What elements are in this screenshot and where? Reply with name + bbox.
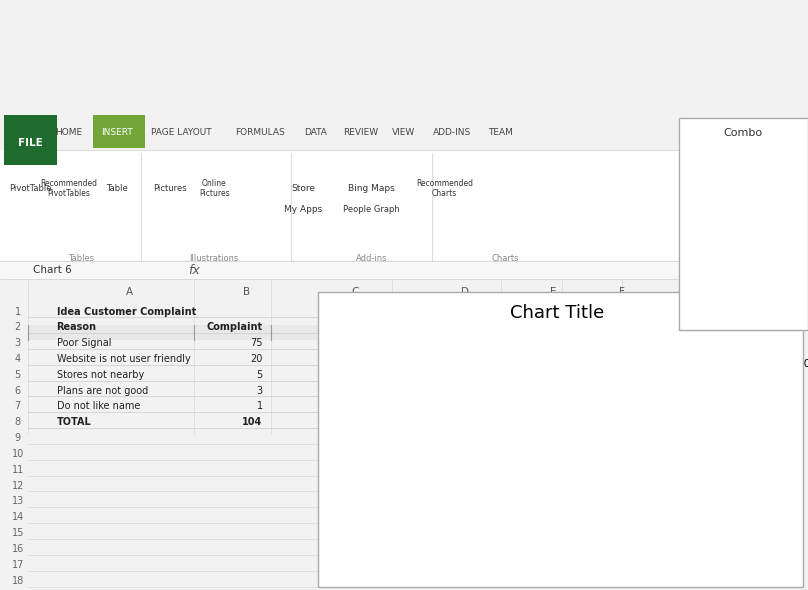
Text: Idea Customer Complaint: Idea Customer Complaint <box>57 307 196 316</box>
Text: 75: 75 <box>250 338 263 348</box>
Bar <box>625 532 666 540</box>
Text: 104: 104 <box>242 417 263 427</box>
Bar <box>465 487 506 540</box>
Text: Stores not nearby: Stores not nearby <box>57 370 144 379</box>
Text: People Graph: People Graph <box>343 205 400 214</box>
Text: 1: 1 <box>256 401 263 411</box>
Text: 2: 2 <box>15 323 21 332</box>
Bar <box>545 526 586 540</box>
Text: Recommended
Charts: Recommended Charts <box>416 179 473 198</box>
Text: Website is not user friendly: Website is not user friendly <box>57 354 191 363</box>
Text: 14: 14 <box>11 513 24 522</box>
Text: Complaint %: Complaint % <box>322 323 384 332</box>
Text: Bing Maps: Bing Maps <box>348 184 395 194</box>
Text: Store: Store <box>291 184 315 194</box>
Text: 4.81: 4.81 <box>363 370 384 379</box>
Text: 3: 3 <box>15 338 21 348</box>
Text: Chart 6: Chart 6 <box>33 266 72 275</box>
Text: Recommended
PivotTables: Recommended PivotTables <box>40 179 97 198</box>
Text: DATA: DATA <box>304 128 326 137</box>
Text: 19.23: 19.23 <box>356 354 384 363</box>
Text: B: B <box>243 287 250 297</box>
Text: 8: 8 <box>15 417 21 427</box>
Text: 11: 11 <box>11 465 24 474</box>
Text: 20: 20 <box>250 354 263 363</box>
Text: 9: 9 <box>15 433 21 442</box>
Text: My Apps: My Apps <box>284 205 322 214</box>
Text: PAGE LAYOUT: PAGE LAYOUT <box>151 128 213 137</box>
Text: 5: 5 <box>256 370 263 379</box>
Text: Illustrations: Illustrations <box>189 254 239 263</box>
Text: Pictures: Pictures <box>153 184 187 194</box>
Text: Do not like name: Do not like name <box>57 401 140 411</box>
Text: Complaint: Complaint <box>207 323 263 332</box>
Text: Table: Table <box>107 184 128 194</box>
Text: A: A <box>126 287 133 297</box>
Text: 17: 17 <box>11 560 24 570</box>
Text: E: E <box>550 287 557 297</box>
Text: Online
Pictures: Online Pictures <box>199 179 229 198</box>
Text: 3: 3 <box>256 386 263 395</box>
Bar <box>705 537 746 540</box>
Text: Plans are not good: Plans are not good <box>57 386 148 395</box>
Text: 4: 4 <box>15 354 21 363</box>
Text: Tables: Tables <box>68 254 94 263</box>
Text: REVIEW: REVIEW <box>343 128 379 137</box>
Text: VIEW: VIEW <box>392 128 415 137</box>
Text: 5: 5 <box>15 370 21 379</box>
Text: 72.12: 72.12 <box>356 338 384 348</box>
Text: 15: 15 <box>11 529 24 538</box>
Text: Charts: Charts <box>491 254 519 263</box>
Text: Combo: Combo <box>724 128 763 137</box>
Bar <box>385 340 426 540</box>
Text: Add-ins: Add-ins <box>356 254 387 263</box>
Text: ADD-INS: ADD-INS <box>433 128 472 137</box>
Text: FILE: FILE <box>18 139 42 148</box>
Text: Poor Signal: Poor Signal <box>57 338 111 348</box>
Text: 72.12: 72.12 <box>465 338 493 348</box>
Text: HOME: HOME <box>55 128 82 137</box>
Text: FORMULAS: FORMULAS <box>235 128 285 137</box>
Text: D: D <box>461 287 469 297</box>
Text: C: C <box>351 287 360 297</box>
Text: 12: 12 <box>11 481 24 490</box>
Text: 91.35: 91.35 <box>465 354 493 363</box>
Text: 13: 13 <box>11 497 24 506</box>
Text: PivotTable: PivotTable <box>9 184 51 194</box>
Text: 18: 18 <box>11 576 24 586</box>
Text: 7: 7 <box>15 401 21 411</box>
Text: 1: 1 <box>15 307 21 316</box>
Text: Chart Title: Chart Title <box>511 304 604 322</box>
Text: TEAM: TEAM <box>489 128 513 137</box>
Text: F: F <box>619 287 625 297</box>
Text: fx: fx <box>188 264 200 277</box>
Text: Cummulative %: Cummulative % <box>415 323 493 332</box>
Text: 6: 6 <box>15 386 21 395</box>
Text: 96.15: 96.15 <box>465 370 493 379</box>
Text: TOTAL: TOTAL <box>57 417 91 427</box>
Text: 16: 16 <box>11 545 24 554</box>
Text: Reason: Reason <box>57 323 97 332</box>
Text: 10: 10 <box>11 449 24 458</box>
Text: INSERT: INSERT <box>101 128 133 137</box>
